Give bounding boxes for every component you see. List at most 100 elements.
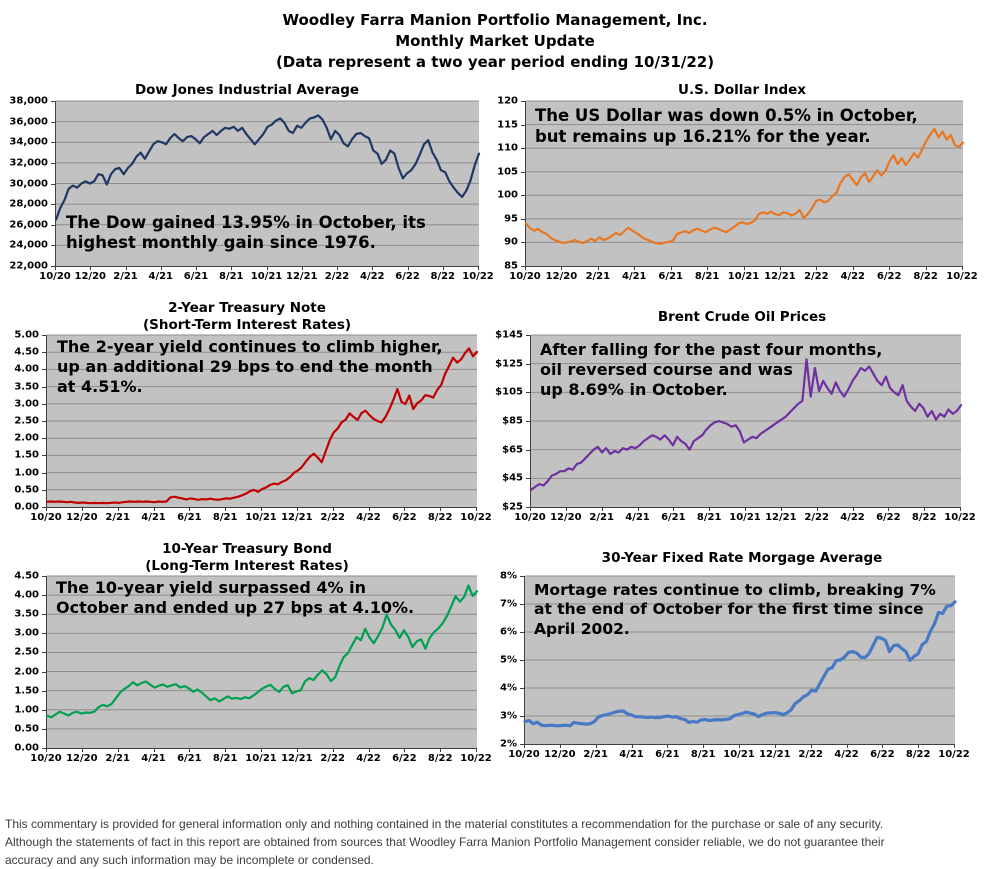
x-tick-mark [296,508,298,511]
y-tick-label: 3% [500,710,517,722]
x-tick-label: 8/22 [905,749,931,760]
x-tick-label: 8/21 [218,271,244,282]
disclaimer-line: This commentary is provided for general … [5,817,884,831]
y-tick-label: 8% [500,570,517,582]
chart-title-line: 10-Year Treasury Bond [162,541,332,557]
data-series-line [45,347,479,505]
chart-annotation: Mortage rates continue to climb, breakin… [534,581,936,639]
x-tick-mark [296,749,298,752]
x-tick-label: 12/20 [66,512,98,523]
y-tick-label: $65 [502,444,523,456]
x-tick-label: 2/22 [320,512,345,523]
x-tick-mark [442,267,444,270]
y-tick-mark [521,218,525,220]
x-tick-mark [189,508,191,511]
x-tick-mark [125,267,127,270]
x-tick-label: 8/22 [427,753,453,764]
x-tick-label: 12/20 [74,271,106,282]
y-tick-label: 4.00 [14,363,39,375]
x-tick-label: 2/22 [804,271,829,282]
x-tick-label: 4/22 [359,271,385,282]
x-tick-label: 6/22 [876,512,901,523]
y-axis: 5.00 4.50 4.00 3.50 3.00 2.50 2.00 1.50 1.00 0.50… [0,330,46,513]
y-tick-mark [51,121,55,123]
x-tick-label: 4/22 [356,512,381,523]
y-tick-mark [521,148,525,150]
y-tick-mark [42,421,46,422]
plot-area: After falling for the past four months, o… [529,334,963,508]
chart-annotation: The Dow gained 13.95% in October, its hig… [66,213,426,254]
y-axis: 38,000 36,000 34,000 32,000 30,000 28,000 26,0… [0,96,55,272]
x-tick-mark [46,749,47,752]
chart-2-year-treasury: 2-Year Treasury Note (Short-Term Interest… [0,299,494,528]
y-tick-label: 100 [497,189,518,201]
x-tick-mark [631,745,633,748]
x-tick-label: 6/21 [177,753,202,764]
report-title: Monthly Market Update [395,32,595,50]
x-tick-mark [440,749,442,752]
annotation-line: The Dow gained 13.95% in October, its [66,212,426,232]
y-tick-label: 26,000 [9,219,48,231]
y-tick-label: 3.00 [14,627,39,639]
x-tick-mark [478,267,479,270]
y-tick-label: 2% [500,738,517,750]
x-axis: 10/20 12/20 2/21 4/21 6/21 8/21 10/21 12/21 2/22… [30,508,492,528]
company-title: Woodley Farra Manion Portfolio Managemen… [282,11,708,29]
x-tick-mark [525,267,526,270]
x-tick-label: 10/21 [729,512,761,523]
y-tick-mark [520,744,524,745]
chart-title-line: (Short-Term Interest Rates) [142,317,352,333]
chart-us-dollar-index: U.S. Dollar Index 120 115 110 105 100 95 90 85 … [494,79,990,287]
x-tick-mark [816,508,818,511]
y-tick-label: 4% [500,682,517,694]
annotation-line: oil reversed course and was [540,360,793,379]
disclaimer: This commentary is provided for general … [0,815,990,869]
y-tick-mark [51,204,55,206]
x-tick-label: 2/21 [583,749,608,760]
y-tick-label: $45 [502,472,523,484]
y-tick-label: 0.50 [14,723,39,735]
x-tick-mark [960,508,961,511]
chart-title-line: Brent Crude Oil Prices [657,308,827,325]
y-tick-mark [42,652,46,654]
y-tick-label: $125 [495,358,523,370]
x-tick-label: 8/21 [696,512,722,523]
x-tick-label: 12/20 [550,512,582,523]
y-tick-mark [521,195,525,197]
x-tick-label: 10/21 [245,512,277,523]
y-tick-label: 2.50 [14,646,39,658]
x-tick-label: 10/21 [723,749,755,760]
x-tick-mark [153,749,155,752]
x-tick-label: 10/20 [508,749,540,760]
y-tick-label: 2.50 [14,415,39,427]
x-tick-mark [846,745,848,748]
y-tick-mark [42,709,46,711]
x-tick-label: 10/20 [509,271,541,282]
x-tick-mark [709,508,711,511]
x-tick-mark [332,749,334,752]
y-tick-mark [526,335,530,336]
chart-title-line: Dow Jones Industrial Average [134,81,360,98]
annotation-line: highest monthly gain since 1976. [66,233,376,253]
x-tick-label: 4/21 [621,271,647,282]
y-tick-mark [520,716,524,717]
chart-canvas [524,100,965,245]
x-tick-mark [601,508,603,511]
chart-brent-crude: Brent Crude Oil Prices $145 $125 $105 $85 $6… [494,299,990,528]
chart-10-year-treasury: 10-Year Treasury Bond (Long-Term Interest… [0,540,494,769]
x-tick-mark [954,745,955,748]
x-tick-mark [924,508,926,511]
x-tick-mark [637,508,639,511]
x-axis: 10/20 12/20 2/21 4/21 6/21 8/21 10/21 12/21 2/22… [39,267,494,287]
y-tick-mark [51,101,55,102]
x-tick-label: 12/21 [281,753,313,764]
y-tick-mark [42,335,46,336]
x-tick-mark [595,745,597,748]
x-tick-mark [889,267,891,270]
y-tick-label: 1.00 [14,467,39,479]
chart-body: 5.00 4.50 4.00 3.50 3.00 2.50 2.00 1.50 1.00 0.50… [0,330,494,513]
plot-area: The 2-year yield continues to climb high… [45,334,479,508]
x-tick-label: 2/21 [105,512,130,523]
x-tick-label: 2/21 [105,753,130,764]
x-tick-mark [707,267,709,270]
